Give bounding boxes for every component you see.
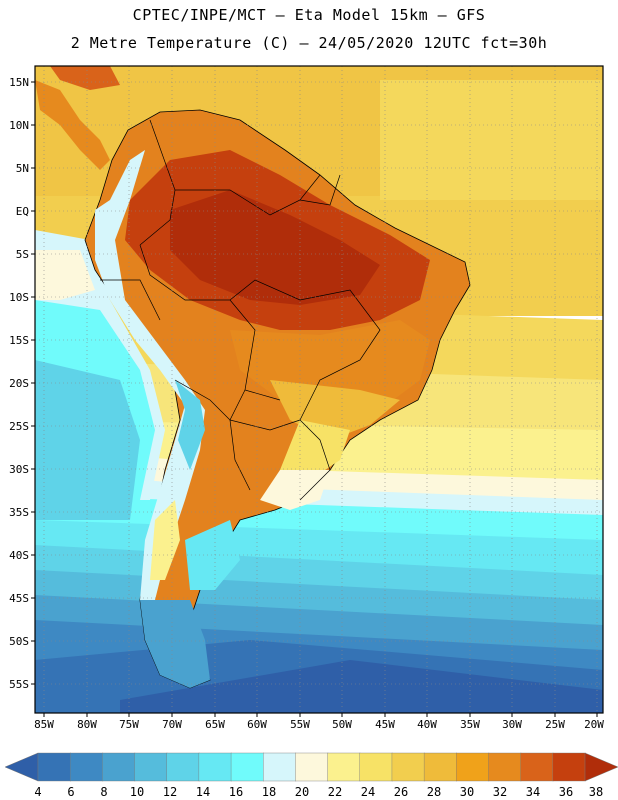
colorbar-label: 8 — [100, 785, 107, 799]
lat-label: 50S — [9, 635, 29, 648]
colorbar-label: 12 — [163, 785, 177, 799]
colorbar-label: 6 — [67, 785, 74, 799]
lon-label: 45W — [375, 718, 395, 731]
colorbar-swatch — [391, 752, 425, 782]
colorbar-swatch — [198, 752, 232, 782]
colorbar-swatch — [327, 752, 361, 782]
lon-label: 75W — [119, 718, 139, 731]
lon-label: 20W — [584, 718, 604, 731]
lat-label: 30S — [9, 463, 29, 476]
map-frame — [34, 65, 604, 714]
colorbar-label: 26 — [394, 785, 408, 799]
colorbar-swatch — [423, 752, 457, 782]
lat-label: 40S — [9, 549, 29, 562]
colorbar-swatch — [134, 752, 168, 782]
colorbar-label: 18 — [262, 785, 276, 799]
colorbar-swatch — [552, 752, 586, 782]
lat-label: 15N — [9, 76, 29, 89]
longitude-labels: 85W 80W 75W 70W 65W 60W 55W 50W 45W 40W … — [34, 718, 604, 731]
lat-label: 10S — [9, 291, 29, 304]
colorbar-high-arrow — [584, 752, 618, 782]
colorbar-swatch — [230, 752, 264, 782]
colorbar-swatch — [69, 752, 104, 782]
lon-label: 40W — [417, 718, 437, 731]
lon-label: 50W — [332, 718, 352, 731]
map-title-line2: 2 Metre Temperature (C) – 24/05/2020 12U… — [70, 34, 548, 52]
lon-label: 70W — [162, 718, 182, 731]
colorbar-label: 20 — [295, 785, 309, 799]
lon-label: 65W — [205, 718, 225, 731]
lon-label: 55W — [290, 718, 310, 731]
lat-label: 5N — [16, 162, 29, 175]
colorbar-label: 36 — [559, 785, 573, 799]
lat-label: 5S — [16, 248, 29, 261]
colorbar-swatch — [102, 752, 136, 782]
axis-ticks — [31, 81, 598, 717]
colorbar-swatch — [295, 752, 329, 782]
colorbar-swatch — [456, 752, 490, 782]
lat-label: 25S — [9, 420, 29, 433]
colorbar-label: 22 — [328, 785, 342, 799]
colorbar-swatch — [520, 752, 554, 782]
colorbar-label: 34 — [526, 785, 540, 799]
colorbar-label: 28 — [427, 785, 441, 799]
colorbar-swatch — [263, 752, 297, 782]
lat-label: 45S — [9, 592, 29, 605]
lat-label: 15S — [9, 334, 29, 347]
colorbar-swatch — [166, 752, 200, 782]
temperature-field — [35, 66, 603, 713]
colorbar-label: 10 — [130, 785, 144, 799]
lon-label: 80W — [77, 718, 97, 731]
colorbar: 4 6 8 10 12 14 16 18 20 22 24 26 28 30 3… — [4, 752, 618, 799]
colorbar-swatch — [359, 752, 393, 782]
map-gridlines — [35, 66, 603, 713]
lon-label: 25W — [545, 718, 565, 731]
lat-label: 35S — [9, 506, 29, 519]
lat-label: 10N — [9, 119, 29, 132]
lon-label: 85W — [34, 718, 54, 731]
colorbar-label: 30 — [460, 785, 474, 799]
colorbar-label: 38 — [589, 785, 603, 799]
lon-label: 30W — [502, 718, 522, 731]
colorbar-label: 32 — [493, 785, 507, 799]
colorbar-swatch — [37, 752, 71, 782]
lat-label: 55S — [9, 678, 29, 691]
colorbar-swatch — [488, 752, 522, 782]
colorbar-label: 14 — [196, 785, 210, 799]
colorbar-label: 16 — [229, 785, 243, 799]
colorbar-label: 24 — [361, 785, 375, 799]
lon-label: 35W — [460, 718, 480, 731]
country-borders — [100, 119, 381, 501]
latitude-labels: 15N 10N 5N EQ 5S 10S 15S 20S 25S 30S 35S… — [9, 76, 29, 691]
colorbar-low-arrow — [4, 752, 39, 782]
lat-label: 20S — [9, 377, 29, 390]
lon-label: 60W — [247, 718, 267, 731]
lat-label: EQ — [16, 205, 29, 218]
colorbar-label: 4 — [34, 785, 41, 799]
map-title-line1: CPTEC/INPE/MCT – Eta Model 15km – GFS — [132, 6, 486, 24]
